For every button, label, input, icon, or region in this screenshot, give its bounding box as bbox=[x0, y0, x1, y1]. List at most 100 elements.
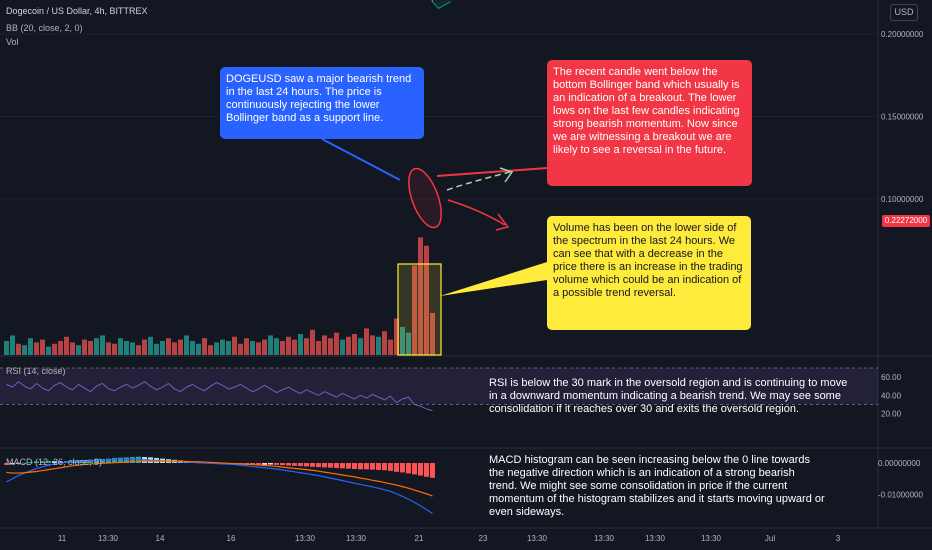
macd-histogram-bar bbox=[418, 463, 423, 476]
macd-histogram-bar bbox=[340, 463, 345, 469]
volume-bar bbox=[352, 334, 357, 355]
macd-histogram-bar bbox=[298, 463, 303, 467]
rsi-band bbox=[0, 368, 878, 405]
macd-histogram-bar bbox=[388, 463, 393, 471]
volume-bar bbox=[172, 342, 177, 355]
volume-bar bbox=[214, 342, 219, 355]
volume-bar bbox=[286, 336, 291, 355]
volume-pane bbox=[4, 237, 435, 355]
note-volume[interactable]: Volume has been on the lower side of the… bbox=[547, 216, 751, 330]
macd-histogram-bar bbox=[100, 458, 105, 463]
macd-histogram-bar bbox=[268, 463, 273, 465]
macd-histogram-bar bbox=[130, 457, 135, 463]
macd-histogram-bar bbox=[106, 458, 111, 463]
note-breakout[interactable]: The recent candle went below the bottom … bbox=[547, 60, 752, 186]
macd-histogram-bar bbox=[112, 457, 117, 463]
macd-histogram-bar bbox=[250, 463, 255, 465]
vol-indicator-label[interactable]: Vol bbox=[6, 37, 19, 47]
macd-histogram-bar bbox=[28, 462, 33, 463]
volume-bar bbox=[268, 335, 273, 355]
volume-bar bbox=[34, 342, 39, 355]
time-tick-label: 13:30 bbox=[98, 534, 119, 543]
price-tick-label: 0.10000000 bbox=[881, 195, 924, 204]
drawings bbox=[321, 138, 548, 356]
macd-histogram-bar bbox=[370, 463, 375, 470]
price-tick-label: 0.15000000 bbox=[881, 113, 924, 122]
macd-histogram-bar bbox=[10, 463, 15, 465]
volume-bar bbox=[148, 336, 153, 355]
macd-histogram-bar bbox=[316, 463, 321, 468]
macd-histogram-bar bbox=[352, 463, 357, 469]
volume-bar bbox=[124, 341, 129, 355]
volume-bar bbox=[40, 339, 45, 355]
volume-bar bbox=[76, 345, 81, 355]
time-tick-label: 13:30 bbox=[645, 534, 666, 543]
macd-histogram-bar bbox=[424, 463, 429, 477]
macd-histogram-bar bbox=[406, 463, 411, 474]
volume-bar bbox=[316, 341, 321, 355]
volume-bar bbox=[154, 343, 159, 355]
volume-bar bbox=[328, 338, 333, 355]
note-rsi: RSI is below the 30 mark in the oversold… bbox=[489, 377, 848, 415]
macd-histogram-bar bbox=[382, 463, 387, 471]
note-macd: MACD histogram can be seen increasing be… bbox=[489, 454, 825, 518]
volume-bar bbox=[376, 336, 381, 355]
volume-bar bbox=[400, 327, 405, 355]
yellow-note-pointer bbox=[440, 262, 547, 296]
volume-bar bbox=[130, 342, 135, 355]
volume-bar bbox=[298, 334, 303, 355]
volume-bar bbox=[46, 346, 51, 355]
volume-bar bbox=[280, 341, 285, 355]
macd-label[interactable]: MACD (12, 26, close, 9) bbox=[6, 457, 103, 467]
volume-bar bbox=[208, 345, 213, 355]
volume-highlight-box bbox=[397, 263, 442, 356]
volume-bar bbox=[256, 342, 261, 355]
macd-histogram-bar bbox=[304, 463, 309, 467]
volume-bar bbox=[220, 339, 225, 355]
macd-histogram-bar bbox=[328, 463, 333, 468]
volume-bar bbox=[388, 339, 393, 355]
macd-histogram-bar bbox=[334, 463, 339, 469]
volume-bar bbox=[166, 338, 171, 355]
volume-bar bbox=[118, 338, 123, 355]
time-tick-label: Jul bbox=[765, 534, 775, 543]
time-tick-label: 13:30 bbox=[594, 534, 615, 543]
macd-histogram-bar bbox=[358, 463, 363, 470]
bb-indicator-label[interactable]: BB (20, close, 2, 0) bbox=[6, 23, 83, 33]
macd-histogram-bar bbox=[4, 463, 9, 465]
grid bbox=[0, 0, 932, 529]
down-arrowhead bbox=[495, 213, 510, 231]
volume-bar bbox=[250, 341, 255, 355]
volume-bar bbox=[22, 345, 27, 355]
volume-bar bbox=[346, 336, 351, 355]
volume-bar bbox=[226, 341, 231, 355]
volume-bar bbox=[28, 338, 33, 355]
macd-histogram-bar bbox=[430, 463, 435, 478]
macd-histogram-bar bbox=[124, 457, 129, 463]
volume-bar bbox=[424, 245, 429, 355]
rsi-tick-label: 60.00 bbox=[881, 373, 902, 382]
time-tick-label: 13:30 bbox=[701, 534, 722, 543]
signal-line bbox=[6, 460, 433, 497]
rsi-label[interactable]: RSI (14, close) bbox=[6, 366, 66, 376]
macd-histogram-bar bbox=[256, 463, 261, 466]
volume-bar bbox=[430, 313, 435, 355]
time-tick-label: 23 bbox=[479, 534, 488, 543]
volume-bar bbox=[106, 342, 111, 355]
macd-pane bbox=[4, 456, 435, 514]
currency-button[interactable]: USD bbox=[890, 4, 918, 21]
volume-bar bbox=[412, 265, 417, 355]
volume-bar bbox=[94, 338, 99, 355]
volume-bar bbox=[238, 343, 243, 355]
rsi-tick-label: 40.00 bbox=[881, 391, 902, 400]
volume-bar bbox=[10, 335, 15, 355]
volume-bar bbox=[100, 335, 105, 355]
volume-bar bbox=[64, 336, 69, 355]
volume-bar bbox=[178, 339, 183, 355]
macd-histogram-bar bbox=[322, 463, 327, 468]
volume-bar bbox=[202, 338, 207, 355]
red-note-pointer bbox=[436, 167, 548, 177]
note-bollinger[interactable]: DOGEUSD saw a major bearish trend in the… bbox=[220, 67, 424, 139]
macd-histogram-bar bbox=[46, 460, 51, 463]
